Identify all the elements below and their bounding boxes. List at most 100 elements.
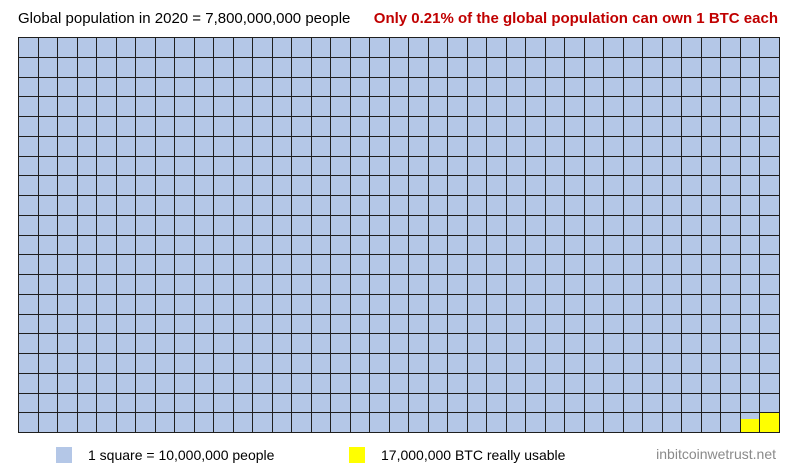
waffle-square (389, 393, 410, 414)
waffle-square (662, 354, 683, 374)
waffle-square (58, 373, 78, 394)
waffle-square (604, 255, 624, 275)
waffle-square (253, 354, 273, 374)
waffle-square (292, 38, 312, 58)
waffle-square (467, 354, 488, 374)
waffle-square (643, 77, 663, 98)
btc-square (760, 413, 780, 433)
waffle-square (740, 314, 761, 335)
waffle-square (409, 57, 429, 78)
waffle-square (448, 354, 468, 374)
waffle-square (194, 215, 215, 236)
waffle-square (19, 354, 39, 374)
waffle-square (38, 117, 59, 137)
waffle-square (136, 314, 156, 335)
waffle-square (428, 215, 449, 236)
waffle-square (38, 393, 59, 414)
waffle-square (428, 156, 449, 177)
waffle-square (740, 354, 761, 374)
waffle-square (77, 235, 98, 256)
waffle-square (506, 255, 527, 275)
waffle-square (350, 235, 371, 256)
waffle-square (506, 117, 527, 137)
waffle-square (175, 354, 195, 374)
waffle-square (545, 215, 566, 236)
waffle-square (740, 275, 761, 295)
waffle-square (721, 235, 741, 256)
waffle-square (701, 275, 722, 295)
waffle-square (409, 393, 429, 414)
waffle-square (721, 294, 741, 315)
waffle-square (623, 314, 644, 335)
waffle-square (253, 176, 273, 196)
watermark: inbitcoinwetrust.net (656, 446, 776, 462)
waffle-square (136, 413, 156, 433)
waffle-square (253, 196, 273, 216)
waffle-square (350, 334, 371, 354)
waffle-square (467, 275, 488, 295)
waffle-square (38, 235, 59, 256)
waffle-square (233, 314, 254, 335)
waffle-square (428, 294, 449, 315)
waffle-square (214, 255, 234, 275)
waffle-square (155, 294, 176, 315)
waffle-square (487, 117, 507, 137)
waffle-square (643, 373, 663, 394)
waffle-square (194, 57, 215, 78)
waffle-square (545, 354, 566, 374)
waffle-square (38, 255, 59, 275)
waffle-square (194, 334, 215, 354)
waffle-square (272, 373, 293, 394)
waffle-square (214, 57, 234, 78)
waffle-square (116, 38, 137, 58)
waffle-square (662, 156, 683, 177)
waffle-square (740, 117, 761, 137)
legend-swatch-people (56, 447, 72, 463)
waffle-square (116, 156, 137, 177)
waffle-square (584, 176, 605, 196)
waffle-square (584, 38, 605, 58)
waffle-square (506, 136, 527, 157)
waffle-square (97, 334, 117, 354)
waffle-square (584, 117, 605, 137)
waffle-square (623, 176, 644, 196)
waffle-square (214, 294, 234, 315)
waffle-square (97, 38, 117, 58)
waffle-square (545, 38, 566, 58)
waffle-square (584, 215, 605, 236)
waffle-square (565, 215, 585, 236)
waffle-square (545, 57, 566, 78)
waffle-square (623, 334, 644, 354)
waffle-square (350, 373, 371, 394)
waffle-square (77, 354, 98, 374)
waffle-square (97, 314, 117, 335)
waffle-square (233, 255, 254, 275)
waffle-square (136, 97, 156, 117)
waffle-square (38, 373, 59, 394)
waffle-square (116, 255, 137, 275)
waffle-square (467, 235, 488, 256)
waffle-square (331, 196, 351, 216)
waffle-square (565, 196, 585, 216)
waffle-square (701, 97, 722, 117)
waffle-square (389, 334, 410, 354)
waffle-square (389, 215, 410, 236)
waffle-square (97, 97, 117, 117)
waffle-square (604, 136, 624, 157)
waffle-square (77, 275, 98, 295)
waffle-square (233, 176, 254, 196)
waffle-square (565, 255, 585, 275)
waffle-square (136, 393, 156, 414)
waffle-square (487, 413, 507, 433)
waffle-square (350, 255, 371, 275)
waffle-square (721, 136, 741, 157)
waffle-square (448, 156, 468, 177)
waffle-square (604, 275, 624, 295)
waffle-square (19, 334, 39, 354)
waffle-square (350, 97, 371, 117)
waffle-square (682, 413, 702, 433)
waffle-square (77, 117, 98, 137)
waffle-square (389, 235, 410, 256)
waffle-square (389, 275, 410, 295)
waffle-square (643, 117, 663, 137)
